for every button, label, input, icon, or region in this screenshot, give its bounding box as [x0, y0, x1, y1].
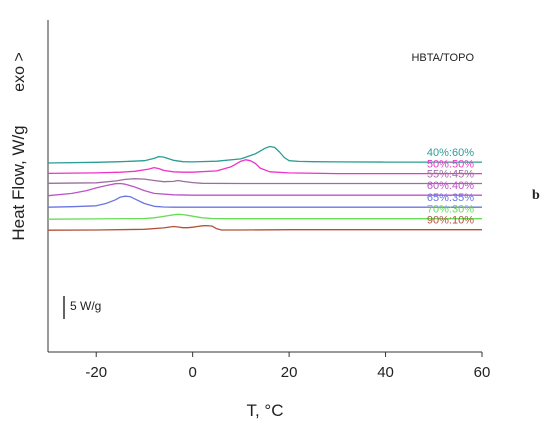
x-axis-label: T, °C [246, 401, 283, 420]
x-tick-label: 40 [377, 364, 394, 381]
series-layer [47, 145, 482, 231]
series-line [47, 178, 482, 185]
x-tick-label: 20 [281, 364, 298, 381]
series-line [47, 195, 482, 208]
series-label: 40%:60% [427, 147, 474, 159]
series-line [47, 213, 482, 220]
x-tick-label: -20 [85, 364, 107, 381]
y-axis-label: Heat Flow, W/g [9, 125, 28, 240]
series-line [47, 224, 482, 231]
series-label: 65%:35% [427, 192, 474, 204]
x-tick-label: 0 [188, 364, 196, 381]
series-label: 50%:50% [427, 159, 474, 171]
x-tick-label: 60 [474, 364, 491, 381]
series-line [47, 145, 482, 164]
legend-labels: 40%:60%50%:50%55%:45%60%:40%65%:35%70%:3… [427, 147, 474, 227]
scale-bar-label: 5 W/g [70, 299, 101, 313]
series-label: 90%:10% [427, 215, 474, 227]
panel-letter: b [532, 188, 540, 203]
series-line [47, 182, 482, 197]
x-ticks: -20 0 20 40 60 [85, 352, 490, 381]
legend-title: HBTA/TOPO [411, 52, 474, 64]
series-label: 70%:30% [427, 204, 474, 216]
series-label: 55%:45% [427, 169, 474, 181]
series-line [47, 159, 482, 175]
series-label: 60%:40% [427, 180, 474, 192]
exo-label: exo > [11, 52, 28, 92]
